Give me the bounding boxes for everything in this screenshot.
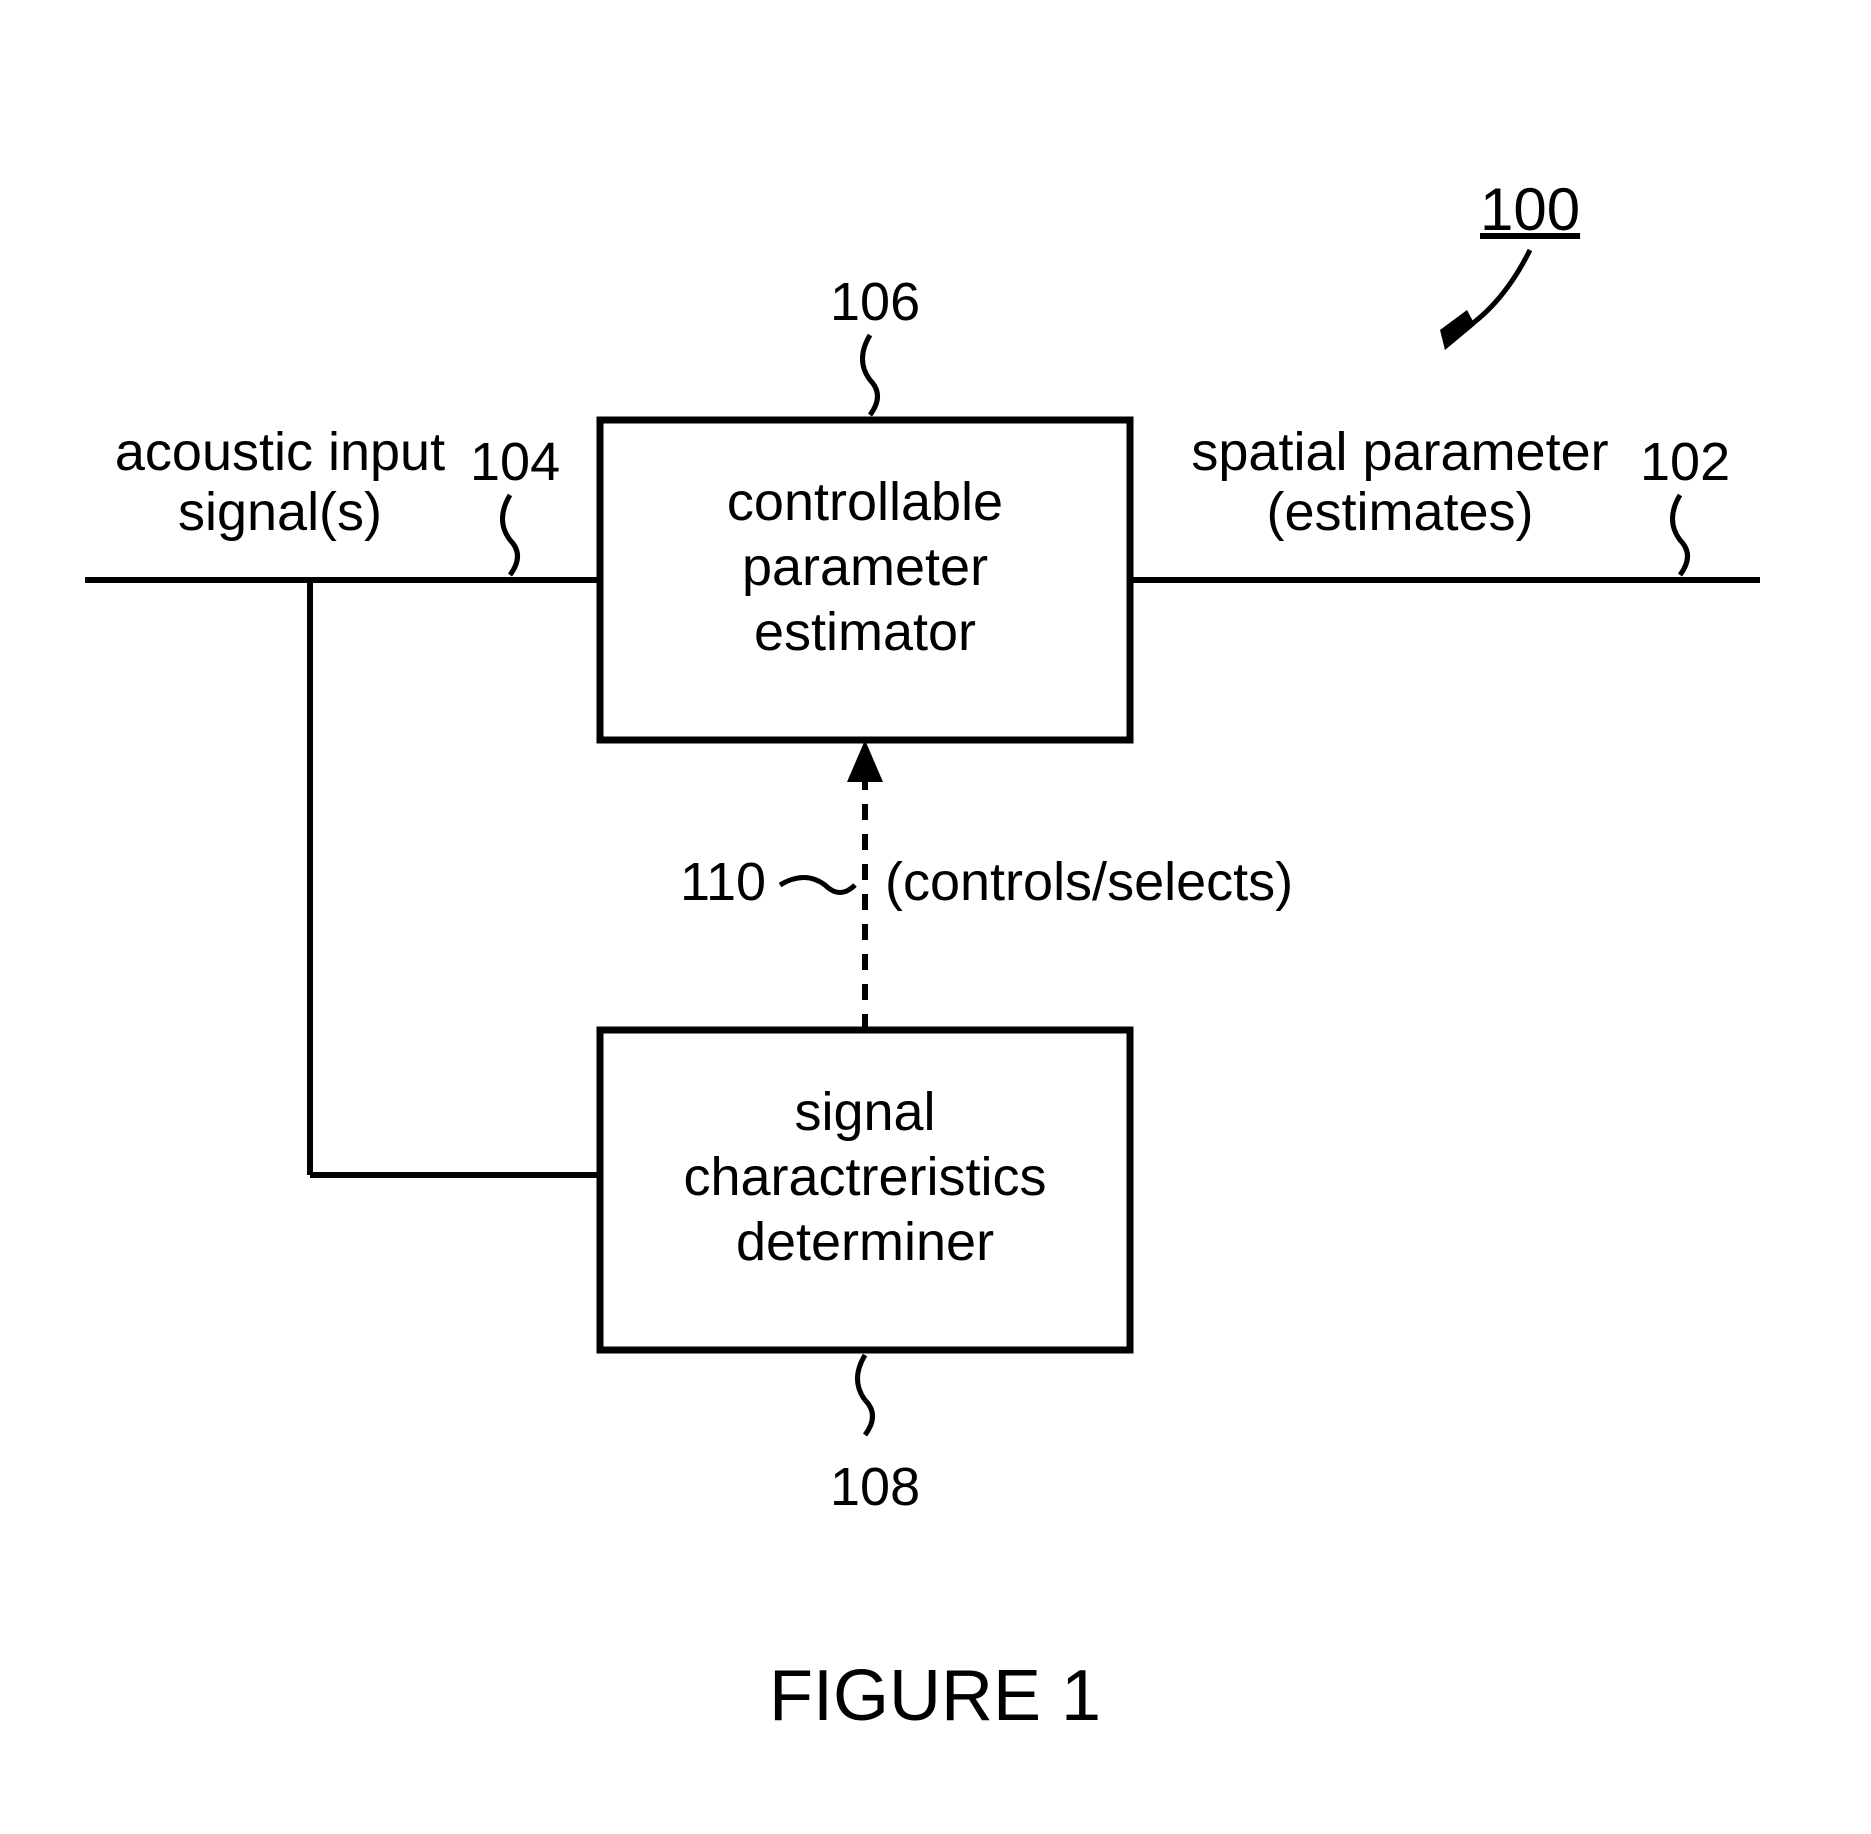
output-label-line2: (estimates) bbox=[1266, 482, 1533, 542]
figure-caption: FIGURE 1 bbox=[769, 1656, 1101, 1736]
output-ref-102: 102 bbox=[1640, 432, 1730, 492]
ref-110-squiggle bbox=[780, 878, 855, 893]
determiner-label-1: signal bbox=[794, 1082, 935, 1142]
input-label-line1: acoustic input bbox=[115, 422, 445, 482]
ref-100-arrowhead bbox=[1440, 310, 1475, 350]
ref-108-squiggle bbox=[858, 1355, 873, 1435]
estimator-ref-106: 106 bbox=[830, 272, 920, 332]
block-diagram: 100 acoustic input signal(s) 104 spatial… bbox=[0, 0, 1871, 1834]
input-label-line2: signal(s) bbox=[178, 482, 382, 542]
estimator-label-1: controllable bbox=[727, 472, 1003, 532]
input-ref-104: 104 bbox=[470, 432, 560, 492]
determiner-ref-108: 108 bbox=[830, 1457, 920, 1517]
determiner-label-2: charactreristics bbox=[683, 1147, 1046, 1207]
estimator-label-2: parameter bbox=[742, 537, 988, 597]
output-label-line1: spatial parameter bbox=[1191, 422, 1608, 482]
figure-ref-100: 100 bbox=[1480, 176, 1580, 243]
ref-104-squiggle bbox=[503, 495, 518, 575]
estimator-label-3: estimator bbox=[754, 602, 976, 662]
ref-102-squiggle bbox=[1673, 495, 1688, 575]
control-label: (controls/selects) bbox=[885, 852, 1293, 912]
control-ref-110: 110 bbox=[680, 852, 766, 912]
ref-106-squiggle bbox=[863, 335, 878, 415]
determiner-label-3: determiner bbox=[736, 1212, 994, 1272]
control-arrowhead bbox=[847, 740, 883, 782]
